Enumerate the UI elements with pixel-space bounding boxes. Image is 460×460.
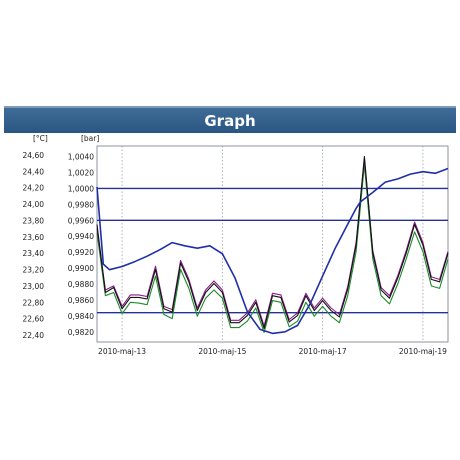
left-tick-label: 24,00 [23, 200, 45, 209]
x-tick-label: 2010-maj-19 [399, 347, 447, 356]
right-tick-label: 1,0000 [68, 184, 94, 193]
right-tick-label: 0,9980 [68, 200, 94, 209]
right-tick-label: 0,9880 [68, 280, 94, 289]
right-tick-label: 0,9920 [68, 248, 94, 257]
left-tick-label: 23,60 [23, 233, 45, 242]
left-tick-label: 23,80 [23, 216, 45, 225]
right-tick-label: 0,9840 [68, 312, 94, 321]
x-tick-label: 2010-maj-15 [198, 347, 246, 356]
right-tick-label: 0,9860 [68, 296, 94, 305]
series-line-3 [96, 164, 449, 334]
left-tick-label: 24,40 [23, 167, 45, 176]
series-line-0 [96, 167, 449, 335]
right-tick-label: 1,0040 [68, 153, 94, 162]
x-tick-label: 2010-maj-13 [98, 347, 146, 356]
right-tick-label: 0,9940 [68, 232, 94, 241]
window-title: Graph [204, 111, 256, 130]
series-line-2 [96, 158, 449, 327]
left-tick-label: 22,60 [23, 315, 45, 324]
x-tick-label: 2010-maj-17 [299, 347, 347, 356]
left-tick-label: 23,00 [23, 282, 45, 291]
left-tick-label: 24,20 [23, 184, 45, 193]
plot-area [96, 145, 449, 343]
left-tick-label: 22,80 [23, 298, 45, 307]
series-line-1 [96, 156, 449, 330]
header-top-rule [4, 106, 456, 108]
left-axis-unit: [°C] [33, 134, 48, 143]
window-title-bar: Graph [4, 108, 456, 133]
right-tick-label: 1,0020 [68, 169, 94, 178]
left-tick-label: 23,40 [23, 249, 45, 258]
left-tick-label: 24,60 [23, 151, 45, 160]
left-tick-label: 22,40 [23, 331, 45, 340]
left-tick-label: 23,20 [23, 266, 45, 275]
right-tick-label: 0,9960 [68, 216, 94, 225]
right-axis-unit: [bar] [81, 134, 99, 143]
right-tick-label: 0,9820 [68, 328, 94, 337]
right-tick-label: 0,9900 [68, 264, 94, 273]
